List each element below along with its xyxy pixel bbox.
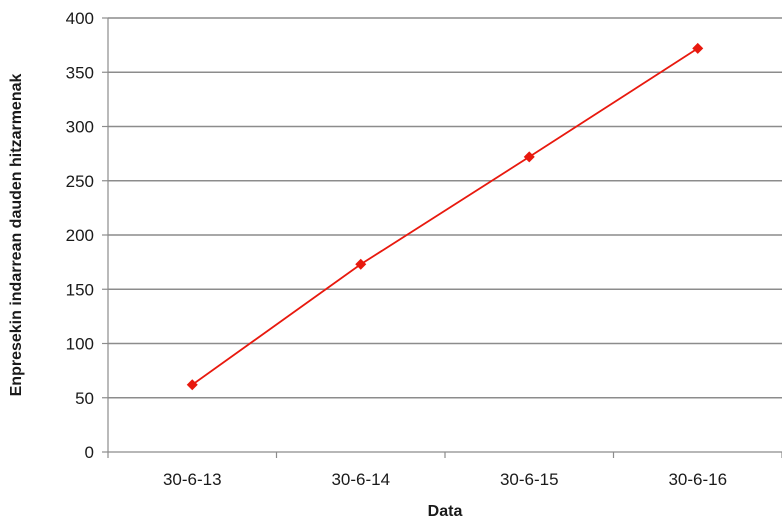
data-point-marker: [355, 258, 367, 270]
y-tick-label: 350: [66, 63, 94, 82]
y-tick-label: 0: [85, 443, 94, 462]
gridlines: [108, 17, 782, 399]
data-point-marker: [523, 151, 535, 163]
y-tick-label: 100: [66, 335, 94, 354]
x-tick-label: 30-6-16: [668, 470, 727, 489]
x-tick-label: 30-6-15: [500, 470, 559, 489]
y-tick-label: 300: [66, 118, 94, 137]
y-tick-label: 400: [66, 9, 94, 28]
y-tick-labels: 0 50 100 150 200 250 300 350 400: [66, 9, 108, 462]
y-axis-title: Enpresekin indarrean dauden hitzarmenak: [8, 74, 25, 397]
x-tick-label: 30-6-13: [163, 470, 222, 489]
x-tick-labels: 30-6-13 30-6-14 30-6-15 30-6-16: [107, 452, 782, 489]
x-axis-title: Data: [428, 503, 463, 520]
y-tick-label: 50: [75, 389, 94, 408]
data-point-marker: [186, 379, 198, 391]
data-point-marker: [692, 42, 704, 54]
y-tick-label: 250: [66, 172, 94, 191]
y-tick-label: 200: [66, 226, 94, 245]
series-line: [191, 47, 699, 386]
series: [186, 42, 704, 391]
x-tick-label: 30-6-14: [331, 470, 390, 489]
y-tick-label: 150: [66, 280, 94, 299]
